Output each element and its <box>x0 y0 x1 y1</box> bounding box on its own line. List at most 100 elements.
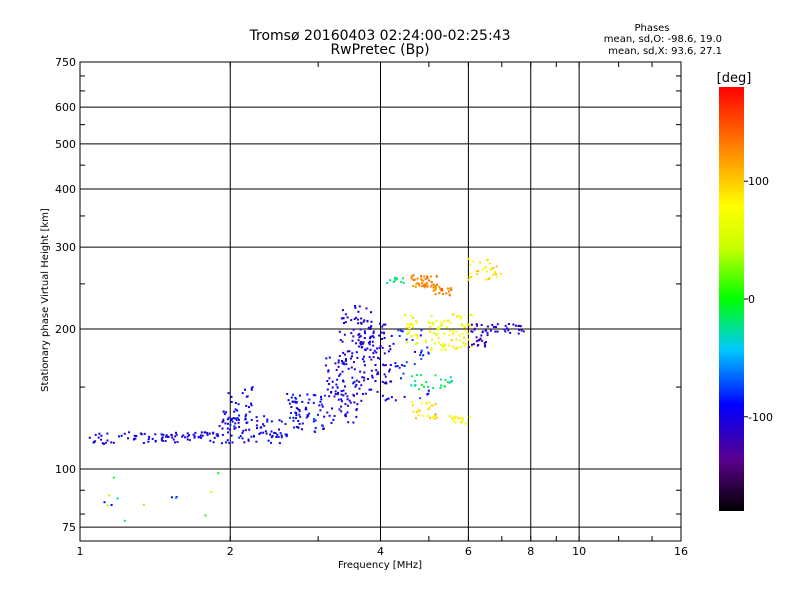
y-axis-label: Stationary phase Virtual Height [km] <box>40 208 51 392</box>
data-point <box>476 344 479 347</box>
data-point <box>331 407 333 410</box>
data-point <box>389 364 392 366</box>
data-point <box>250 419 253 421</box>
data-point <box>270 436 273 439</box>
data-point <box>411 401 414 404</box>
data-point <box>359 370 362 373</box>
data-point <box>332 418 335 421</box>
data-point <box>491 324 494 326</box>
data-point <box>454 415 457 418</box>
data-point <box>344 313 347 316</box>
data-point <box>353 394 355 397</box>
data-point <box>379 322 381 325</box>
data-point <box>328 395 331 398</box>
data-point <box>204 431 207 434</box>
data-point <box>247 439 250 442</box>
data-point <box>365 307 368 310</box>
data-point <box>253 434 255 437</box>
data-point <box>344 353 346 356</box>
data-point <box>238 426 241 428</box>
data-point <box>446 381 449 384</box>
data-point <box>489 268 492 271</box>
data-point <box>468 276 471 279</box>
data-point <box>376 390 379 393</box>
data-point <box>494 330 497 333</box>
x-axis-label: Frequency [MHz] <box>338 560 422 571</box>
data-point <box>517 332 520 335</box>
data-point <box>355 316 358 319</box>
data-point <box>434 414 436 417</box>
data-point <box>323 427 325 430</box>
data-point <box>250 404 253 407</box>
data-point <box>360 317 363 320</box>
data-point <box>161 436 164 439</box>
data-point <box>394 278 397 281</box>
data-point <box>314 419 317 422</box>
data-point <box>200 431 203 434</box>
data-point <box>450 287 453 289</box>
data-point <box>467 278 470 281</box>
data-point <box>411 323 414 326</box>
data-point <box>133 434 136 437</box>
data-point <box>298 408 301 411</box>
data-point <box>321 405 324 408</box>
colorbar-label: [deg] <box>717 71 752 86</box>
data-point <box>301 400 304 403</box>
data-point <box>509 331 512 334</box>
data-point <box>517 325 520 327</box>
data-point <box>171 436 174 439</box>
data-point <box>425 341 428 343</box>
data-point <box>328 377 331 380</box>
y-tick-label: 75 <box>62 521 76 534</box>
data-point <box>181 435 184 438</box>
data-point <box>331 380 334 383</box>
data-point <box>255 424 258 427</box>
data-point <box>451 345 454 348</box>
data-point <box>354 306 357 309</box>
data-point <box>234 402 237 404</box>
data-point <box>452 313 455 316</box>
data-point <box>370 358 373 361</box>
data-point <box>344 385 346 388</box>
data-point <box>206 432 209 434</box>
data-point <box>352 421 355 424</box>
data-point <box>402 281 405 284</box>
data-point <box>469 324 472 327</box>
data-point <box>342 317 345 320</box>
data-point <box>412 325 414 328</box>
data-point <box>102 443 105 445</box>
data-point <box>342 309 344 312</box>
data-point <box>186 432 189 435</box>
data-point <box>360 343 363 346</box>
data-point <box>314 427 317 429</box>
data-point <box>306 393 309 396</box>
data-point <box>238 414 241 417</box>
data-point <box>468 416 471 419</box>
data-point <box>345 358 347 360</box>
data-point <box>426 415 429 418</box>
data-point <box>326 388 329 391</box>
data-point <box>458 314 461 317</box>
data-point <box>422 385 425 388</box>
data-point <box>314 394 317 397</box>
data-point <box>418 284 421 287</box>
data-point <box>519 325 522 328</box>
data-point <box>459 315 462 318</box>
data-point <box>338 355 341 357</box>
data-point <box>381 380 384 383</box>
data-point <box>444 378 447 381</box>
data-point <box>369 348 372 351</box>
data-point <box>432 289 435 292</box>
data-point <box>288 402 291 405</box>
data-point <box>245 422 248 424</box>
data-point <box>112 476 115 479</box>
data-point <box>419 374 422 377</box>
data-point <box>434 293 437 296</box>
data-point <box>377 356 379 359</box>
phase-box-line1: mean, sd,O: -98.6, 19.0 <box>604 34 722 45</box>
data-point <box>267 439 270 442</box>
data-point <box>405 326 408 329</box>
data-point <box>221 427 224 430</box>
data-point <box>292 416 295 419</box>
data-point <box>354 305 357 307</box>
